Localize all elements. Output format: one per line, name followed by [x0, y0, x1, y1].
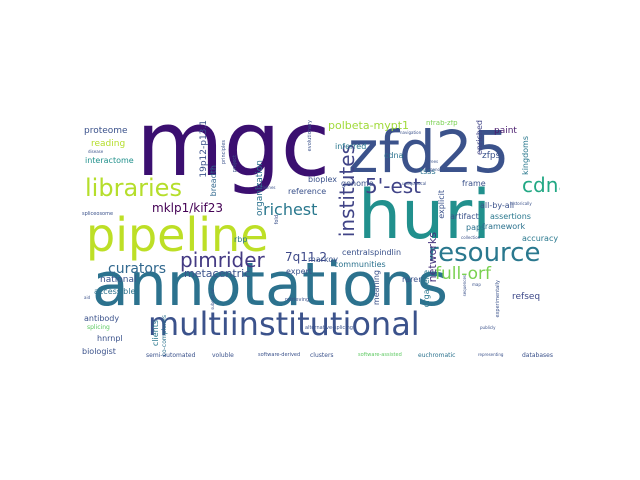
word-explicit: explicit: [437, 190, 446, 219]
word-mklp1-kif23: mklp1/kif23: [152, 201, 224, 215]
word-zfps: zfps: [482, 151, 501, 161]
word-rarer: rarer: [402, 275, 422, 284]
word-publicly: publicly: [480, 325, 496, 330]
word-navigation: navigation: [400, 130, 422, 135]
word-accuracy: accuracy: [522, 234, 559, 243]
word-organelle: organelle: [422, 270, 431, 308]
word-representing: representing: [478, 352, 504, 357]
word-genome: genome: [341, 179, 374, 188]
word-retrieving: retrieving: [285, 297, 310, 303]
word-5-est: 5'-est: [365, 174, 422, 198]
word-principles: principles: [221, 140, 227, 165]
word-national: national: [100, 275, 137, 285]
word-reference: reference: [288, 187, 327, 196]
word-collection: collection: [461, 235, 481, 240]
word-mgc: mgc: [136, 120, 331, 197]
word-evolutionary: evolutionary: [307, 120, 313, 152]
word-artifact: artifact: [450, 212, 479, 221]
word-subcellular: subcellular: [210, 288, 215, 310]
word-aid: aid: [84, 295, 91, 300]
word-paint: paint: [494, 126, 517, 136]
word-clients: clients: [151, 320, 160, 347]
word-pipeline: pipeline: [86, 208, 269, 262]
word-splicing: splicing: [87, 324, 110, 331]
word-guidelines: guidelines: [255, 185, 276, 190]
word-tsss: tsss: [420, 167, 436, 176]
word-voluble: voluble: [212, 352, 234, 359]
word-kingdoms: kingdoms: [521, 136, 530, 175]
word-resource: resource: [428, 238, 541, 268]
word-unequivocal: unequivocal: [402, 181, 427, 186]
word-proteome: proteome: [84, 126, 128, 136]
word-bioplex: bioplex: [308, 175, 338, 184]
word-framework: framework: [482, 222, 526, 231]
word-databases: databases: [522, 352, 553, 359]
word-spliceosome: spliceosome: [82, 211, 114, 217]
word-map: map: [472, 282, 481, 287]
word-institutes: institutes: [335, 144, 359, 238]
word-genotype: genotype: [430, 167, 449, 172]
word-trees: trees: [428, 159, 439, 164]
word-sequences: sequences: [462, 275, 467, 297]
word-nfrab-zfp: nfrab-zfp: [426, 120, 458, 127]
word-software-assisted: software-assisted: [358, 352, 402, 358]
word-frame: frame: [462, 179, 486, 188]
word-historically: historically: [510, 201, 532, 206]
word-fold: fold: [274, 215, 280, 225]
word-disease: disease: [88, 149, 104, 154]
word-software-derived: software-derived: [258, 352, 301, 358]
word-hnrnpl: hnrnpl: [97, 334, 123, 343]
word-cdna: cdna: [384, 151, 404, 160]
word-refseq: refseq: [512, 292, 541, 302]
word-metacentric: metacentric: [184, 267, 251, 280]
word-markov: markov: [308, 255, 338, 264]
word-expert: expert: [286, 267, 312, 276]
word-enriched: enriched: [475, 120, 484, 155]
word-antibody: antibody: [84, 314, 120, 323]
word-19p12-p13-1: 19p12-p13.1: [199, 120, 209, 178]
word-centralspindlin: centralspindlin: [342, 248, 402, 257]
word-clusters: clusters: [310, 352, 334, 359]
word-libraries: libraries: [85, 174, 182, 202]
word-rbp: rbp: [234, 235, 248, 244]
word-curators: curators: [108, 261, 167, 277]
word-polbeta-mypt1: polbeta-mypt1: [328, 120, 410, 132]
word-interactome: interactome: [85, 156, 134, 165]
word-accessible: accessible: [94, 287, 136, 296]
word-breadth: breadth: [209, 165, 218, 197]
word-assertions: assertions: [490, 212, 531, 221]
word-project: project: [232, 155, 238, 173]
word-co-complexes: co-complexes: [161, 315, 168, 357]
word-multiinstitutional: multiinstitutional: [148, 305, 420, 343]
word-experimentally: experimentally: [495, 280, 501, 318]
word-huri: huri: [358, 176, 492, 255]
word-semi-automated: semi-automated: [146, 352, 196, 359]
word-alternative-splicing: alternative-splicing: [305, 325, 353, 331]
word-meaning: meaning: [372, 270, 381, 306]
word-pimrider: pimrider: [180, 248, 265, 272]
word-cloud: annotations mgc huri zfd25 pipeline mult…: [80, 120, 560, 360]
word-paps: paps: [466, 223, 486, 232]
word-full-orf: full-orf: [435, 264, 492, 284]
word-zfd25: zfd25: [348, 120, 510, 186]
word-biologist: biologist: [82, 347, 116, 356]
word-annotations: annotations: [92, 250, 449, 320]
word-inferred: inferred: [335, 142, 367, 151]
word-euchromatic: euchromatic: [418, 352, 456, 359]
word-cdnas: cdnas: [522, 173, 560, 197]
word-reading: reading: [91, 139, 126, 149]
word-richest: richest: [263, 200, 318, 219]
word-communities: communities: [334, 260, 386, 269]
word-all-by-all: all-by-all: [480, 201, 515, 210]
word-7q11-2: 7q11.2: [285, 250, 327, 264]
